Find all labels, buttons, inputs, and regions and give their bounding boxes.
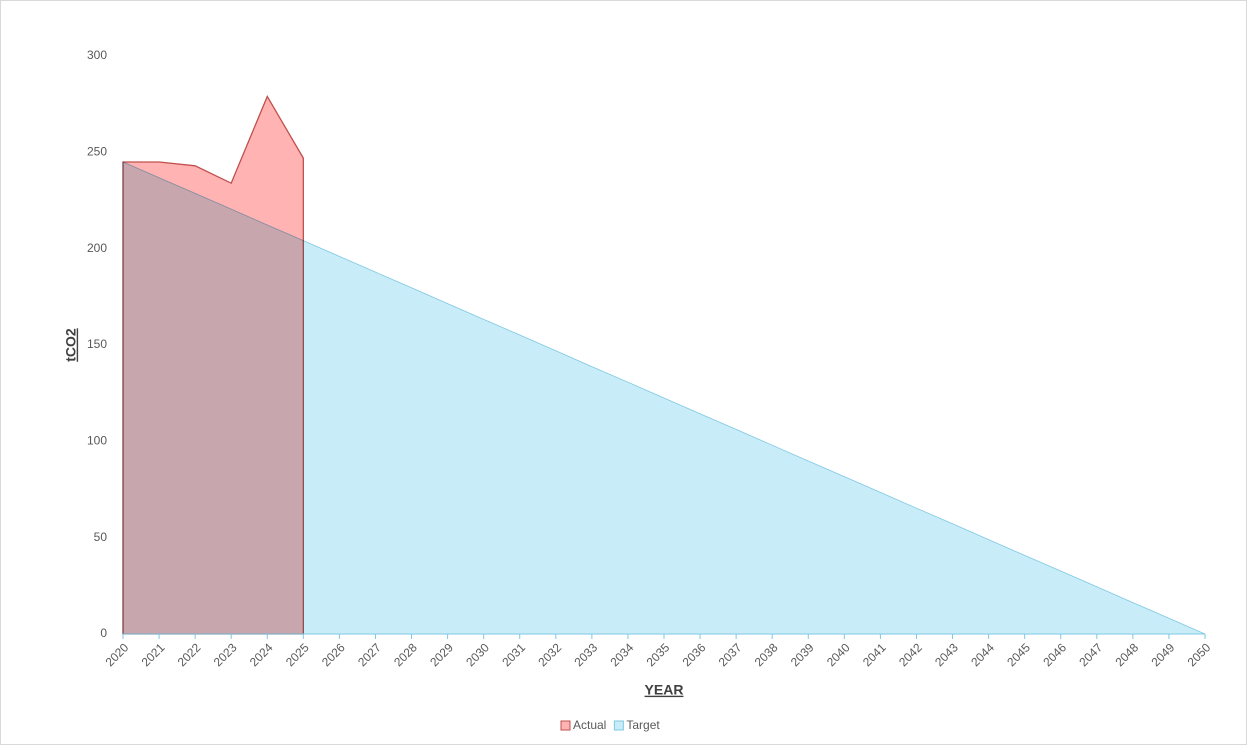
y-tick-label: 250	[87, 145, 107, 159]
y-tick-label: 200	[87, 241, 107, 255]
legend-swatch	[613, 720, 624, 731]
y-tick-label: 150	[87, 337, 107, 351]
y-tick-label: 300	[87, 48, 107, 62]
y-tick-label: 0	[100, 626, 107, 640]
y-tick-label: 50	[94, 530, 108, 544]
area-1	[122, 161, 1206, 635]
legend-label: Actual	[573, 718, 606, 732]
legend-label: Target	[626, 718, 660, 732]
x-axis-title: YEAR	[645, 682, 684, 698]
legend-swatch	[560, 720, 571, 731]
y-tick-label: 100	[87, 434, 107, 448]
y-axis-title: tCO2	[63, 328, 79, 362]
